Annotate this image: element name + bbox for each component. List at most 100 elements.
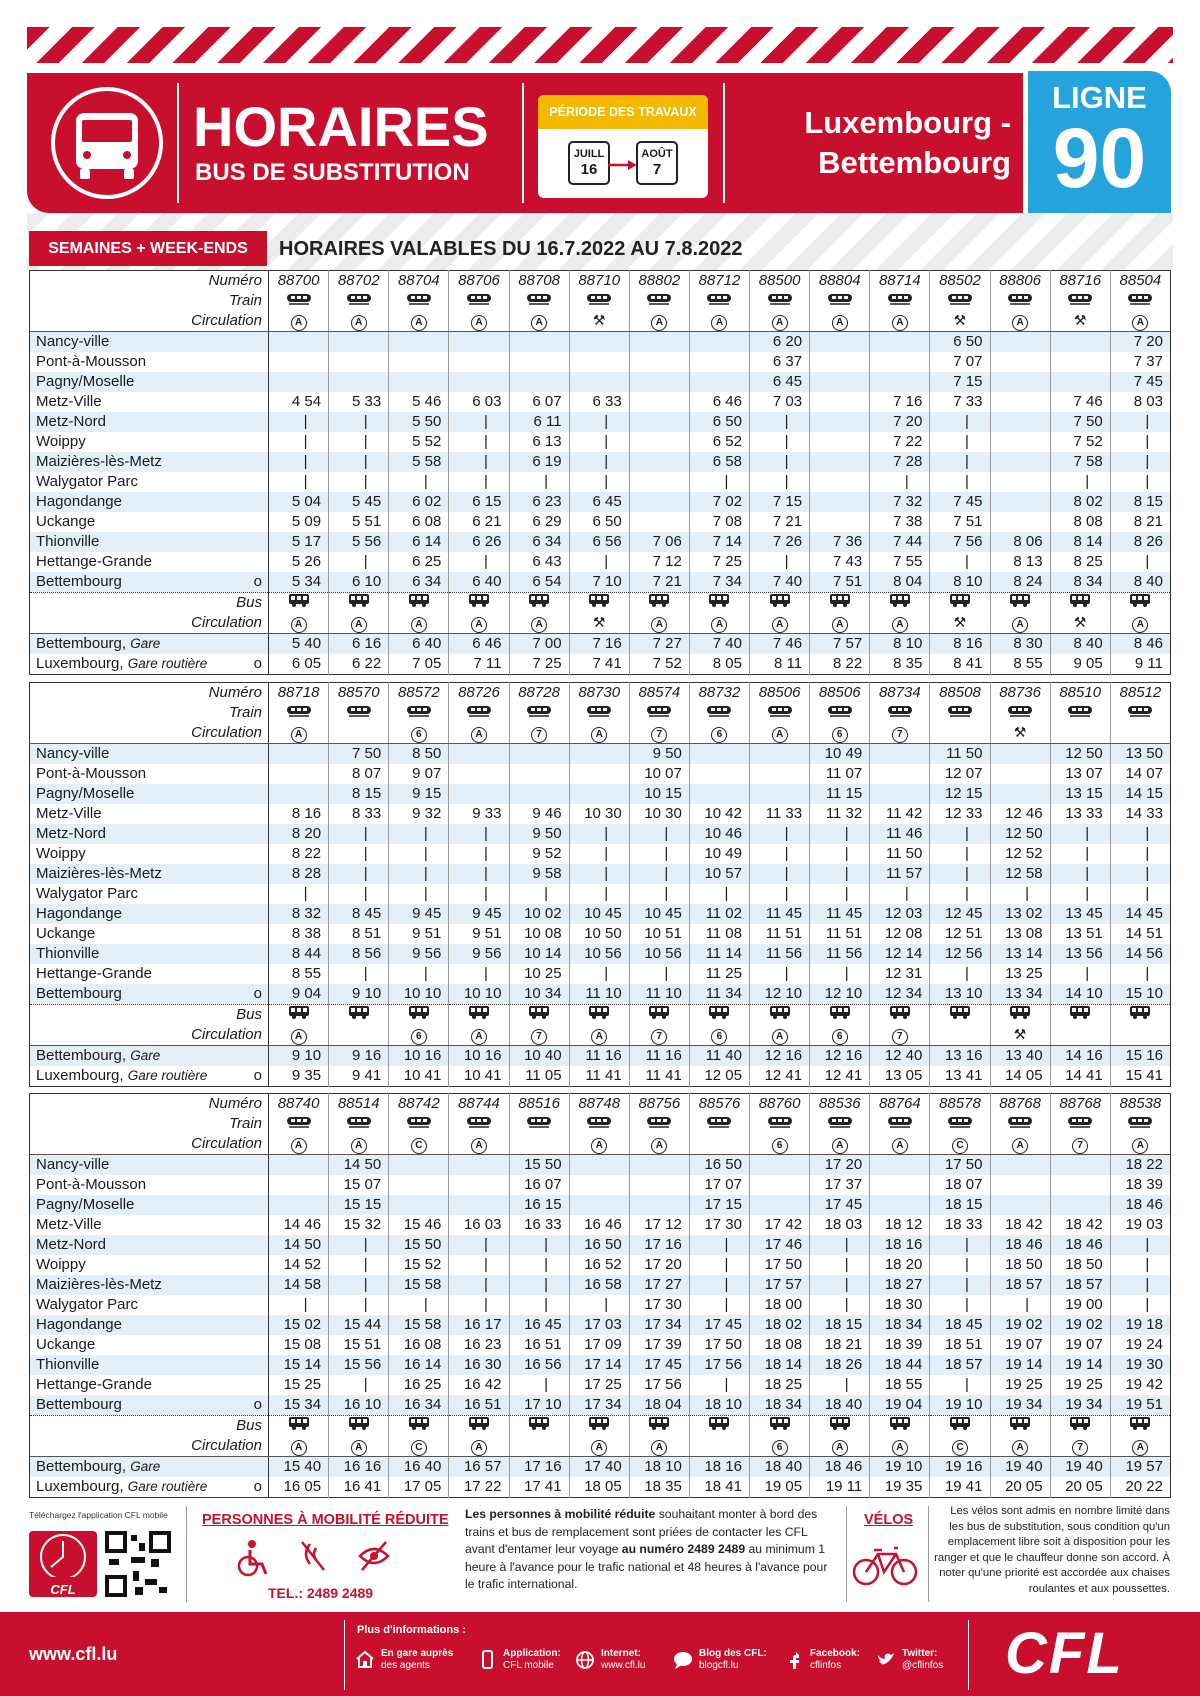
time-cell: 18 15 (929, 1195, 990, 1215)
time-cell: 16 05 (267, 1477, 329, 1498)
time-cell: | (568, 964, 630, 984)
time-cell: 11 33 (748, 804, 810, 824)
row-label: Bus (29, 592, 269, 613)
station-label: o Bettembourg (29, 1395, 269, 1416)
time-cell: 9 10 (328, 984, 389, 1005)
time-cell: 6 02 (388, 492, 449, 512)
circulation-code: A (831, 1138, 848, 1154)
time-cell: 15 52 (388, 1255, 449, 1275)
circulation-cell (929, 1025, 990, 1046)
time-cell: | (748, 412, 810, 432)
time-cell: 17 16 (508, 1456, 570, 1477)
time-cell: 18 57 (989, 1275, 1051, 1295)
time-cell: 7 07 (929, 352, 990, 372)
time-cell (688, 743, 750, 764)
time-cell: 18 46 (989, 1235, 1051, 1255)
circulation-cell: A (508, 311, 570, 332)
train-icon-cell (809, 1114, 870, 1134)
train-icon-cell (989, 703, 1051, 723)
train-icon-cell (328, 291, 389, 311)
time-cell: 6 19 (508, 452, 570, 472)
time-cell: 13 33 (1049, 804, 1111, 824)
circulation-cell: A (448, 613, 509, 634)
circulation-cell: A (328, 311, 389, 332)
circulation-code: 6 (711, 727, 728, 743)
time-cell: 18 02 (748, 1315, 810, 1335)
time-cell: 7 46 (748, 633, 810, 654)
time-cell: 9 33 (448, 804, 509, 824)
time-cell: 7 57 (809, 633, 870, 654)
station-label: Woippy (29, 1255, 269, 1275)
time-cell: 7 45 (929, 492, 990, 512)
time-cell: 17 56 (688, 1355, 750, 1375)
bus-icon (288, 1006, 309, 1019)
station-name: Hagondange (36, 1316, 122, 1333)
text-part: au numéro 2489 2489 (621, 1542, 746, 1556)
circulation-cell: A (989, 1436, 1051, 1457)
time-cell: 10 56 (628, 944, 690, 964)
circulation-code: ⚒ (1013, 1027, 1027, 1043)
station-label: Metz-Nord (29, 824, 269, 844)
time-cell (568, 764, 630, 784)
time-cell: | (267, 412, 329, 432)
bus-icon-cell (869, 1415, 930, 1436)
train-icon-cell (1109, 1114, 1171, 1134)
station-row: Metz-Ville 4 54 5 33 5 46 6 03 6 07 6 33 6 46 7 … (29, 392, 1171, 412)
time-cell: 7 08 (688, 512, 750, 532)
time-cell: 14 07 (1109, 764, 1171, 784)
station-row: Hagondange 8 32 8 45 9 45 9 45 10 02 10 45 10 4… (29, 904, 1171, 924)
time-cell: 8 14 (1049, 532, 1111, 552)
time-cell: 12 15 (929, 784, 990, 804)
train-icon-cell (628, 703, 690, 723)
circulation-cell: A (568, 1025, 630, 1046)
time-cell: 6 13 (508, 432, 570, 452)
circulation-cell: 7 (628, 723, 690, 744)
station-row: Maizières-lès-Metz 8 28 | | | 9 58 | | 10 57 | | 11… (29, 864, 1171, 884)
row-label: Circulation (29, 613, 269, 634)
circulation-row: Circulation A A A A A ⚒ A A A A A ⚒ A ⚒ A (29, 311, 1171, 332)
bus-icon-cell (448, 592, 509, 613)
circulation-code: 7 (531, 727, 548, 743)
bus-emblem (51, 87, 163, 199)
time-cell: 15 02 (267, 1315, 329, 1335)
circulation-code: ⚒ (953, 313, 967, 329)
time-cell: 8 26 (1109, 532, 1171, 552)
train-icon (346, 706, 371, 717)
station-row: Pagny/Moselle 6 45 7 15 7 45 (29, 372, 1171, 392)
time-cell: | (1049, 964, 1111, 984)
time-cell: | (448, 964, 509, 984)
time-cell (628, 452, 690, 472)
bus-icon-cell (1049, 1004, 1111, 1025)
stop-sub: Gare (130, 1048, 161, 1063)
time-cell: 10 30 (568, 804, 630, 824)
time-cell (989, 432, 1051, 452)
train-icon (647, 706, 672, 717)
time-cell: 7 15 (929, 372, 990, 392)
bus-icon-cell (508, 1415, 570, 1436)
station-name: Hagondange (36, 905, 122, 922)
circulation-cell: A (869, 1436, 930, 1457)
bus-icon (949, 594, 970, 607)
time-cell: 17 25 (568, 1375, 630, 1395)
icon (576, 1651, 594, 1669)
time-cell: | (328, 472, 389, 492)
time-cell: 16 30 (448, 1355, 509, 1375)
time-cell: 6 52 (688, 432, 750, 452)
time-cell: | (328, 864, 389, 884)
time-cell: | (1109, 472, 1171, 492)
service-number: 88704 (388, 270, 449, 291)
time-cell: 16 45 (508, 1315, 570, 1335)
time-cell: 11 08 (688, 924, 750, 944)
time-cell: | (508, 1375, 570, 1395)
circulation-cell: 6 (748, 1134, 810, 1155)
cfl-logo: CFL (1005, 1621, 1124, 1686)
time-cell (448, 764, 509, 784)
time-cell (989, 764, 1051, 784)
station-name: Metz-Ville (36, 393, 102, 410)
time-cell: 17 15 (688, 1195, 750, 1215)
station-name: Bettembourg (36, 985, 122, 1002)
time-cell: 14 50 (267, 1235, 329, 1255)
time-cell: | (328, 1295, 389, 1315)
bus-icon-cell (1109, 592, 1171, 613)
stop-sub: Gare (130, 636, 161, 651)
